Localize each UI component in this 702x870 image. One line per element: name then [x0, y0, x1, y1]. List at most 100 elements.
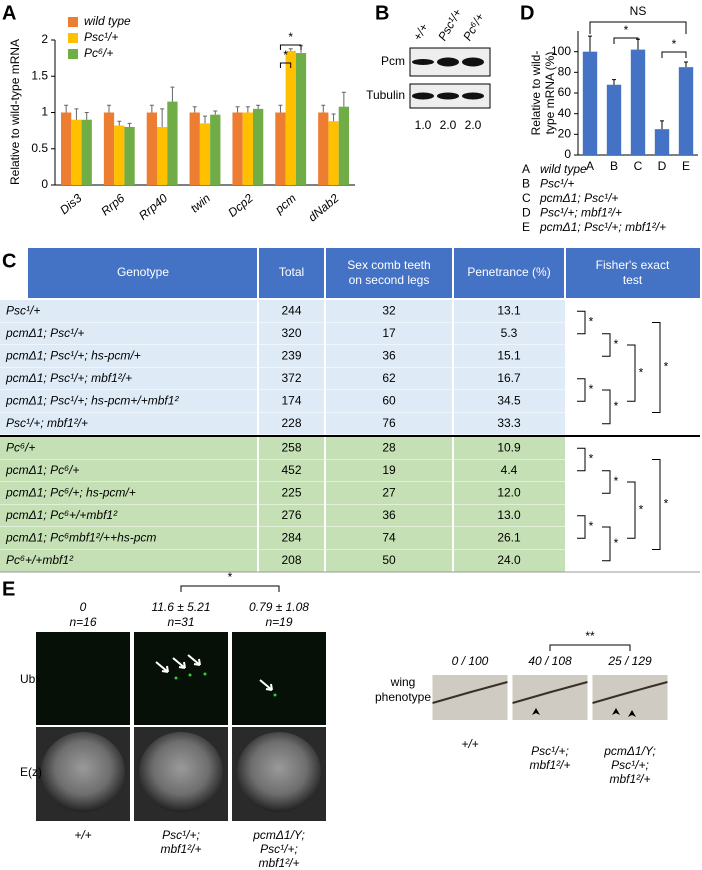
wing-margin: [592, 681, 668, 704]
row-bg: [0, 390, 565, 413]
bar: [157, 127, 168, 185]
error-bar: [192, 106, 197, 113]
ratio: 2.0: [440, 118, 457, 132]
row-bg: [0, 322, 565, 345]
annotation: *: [288, 30, 293, 44]
table-cell: 24.0: [497, 553, 521, 567]
annotation: NS: [630, 4, 647, 18]
legend-swatch: [68, 33, 78, 43]
table-cell: 208: [281, 553, 301, 567]
stat: 0: [80, 600, 87, 614]
key-letter: D: [522, 206, 531, 220]
x-tick-label: C: [634, 159, 643, 173]
fisher-bracket: [602, 526, 611, 562]
bar: [124, 127, 135, 185]
bar: [606, 84, 622, 155]
bracket: [589, 21, 687, 34]
fisher-mark: *: [614, 474, 619, 488]
genotype: Psc¹/+;: [531, 744, 569, 758]
fisher-bracket: [627, 344, 636, 402]
band: [412, 59, 434, 65]
ubx-image: [36, 632, 130, 725]
y-axis-title: type mRNA (%): [543, 52, 557, 135]
wing-image: [512, 675, 588, 720]
table-cell: 17: [382, 326, 396, 340]
fisher-mark: *: [614, 536, 619, 550]
arrow: [155, 661, 169, 673]
wing-margin: [432, 681, 508, 704]
genotype: Psc¹/+;: [260, 842, 298, 856]
key-label: wild type: [540, 162, 587, 176]
band: [462, 57, 484, 67]
table-cell: 239: [281, 348, 301, 362]
lane-label: Psc¹/+: [435, 6, 464, 43]
error-bar: [160, 108, 165, 127]
genotype: mbf1²/+: [258, 856, 299, 870]
bar: [582, 51, 598, 155]
table-cell: 276: [281, 508, 301, 522]
legend-label: Pc⁶/+: [84, 46, 113, 60]
genotype: pcmΔ1; Pc⁶mbf1²/++hs-pcm: [5, 530, 156, 544]
ratio: 2.0: [465, 118, 482, 132]
table-cell: 258: [281, 440, 301, 454]
bar: [167, 101, 178, 185]
fisher-mark: *: [639, 365, 644, 379]
genotype: pcmΔ1; Pc⁶+/+mbf1²: [5, 508, 118, 522]
y-tick-label: 20: [558, 127, 572, 141]
wing-margin: [512, 681, 588, 704]
fisher-mark: *: [664, 497, 669, 511]
table-cell: 74: [382, 530, 396, 544]
fisher-bracket: [577, 515, 586, 539]
ubx-image: [134, 632, 228, 725]
fisher-bracket: [577, 310, 586, 335]
error-bar: [84, 112, 89, 120]
x-tick-label: Dcp2: [225, 191, 256, 220]
genotype: Pc⁶/+: [6, 440, 35, 454]
fisher-bracket: [602, 333, 611, 357]
table-cell: 28: [382, 440, 396, 454]
arrowhead: [532, 708, 540, 715]
legend-label: wild type: [84, 14, 131, 28]
row-label: E(z): [20, 765, 42, 779]
error-bar: [107, 104, 111, 113]
y-tick-label: 0.5: [31, 141, 48, 155]
row-bg: [0, 437, 565, 460]
stat: 0.79 ± 1.08: [249, 600, 309, 614]
table-header: Penetrance (%): [467, 265, 550, 279]
row-bg: [0, 412, 565, 435]
arrowhead: [628, 710, 636, 717]
fisher-mark: *: [664, 360, 669, 374]
wing-disc: [41, 732, 125, 812]
y-tick-label: 2: [41, 32, 48, 46]
significance: *: [228, 570, 233, 584]
bar: [678, 67, 694, 155]
error-bar: [245, 106, 250, 113]
table-cell: 36: [382, 348, 396, 362]
bar: [338, 106, 349, 185]
table-cell: 76: [382, 416, 396, 430]
table-cell: 10.9: [497, 440, 521, 454]
genotype: pcmΔ1; Psc¹/+: [5, 326, 84, 340]
error-bar: [321, 104, 326, 113]
bracket: [279, 62, 292, 68]
band: [437, 57, 459, 67]
x-tick-label: E: [682, 159, 690, 173]
table-header: Sex comb teeth on second legs: [347, 258, 430, 287]
table-cell: 15.1: [497, 348, 521, 362]
table-cell: 33.3: [497, 416, 521, 430]
fisher-mark: *: [589, 315, 594, 329]
y-tick-label: 80: [558, 65, 572, 79]
bracket: [180, 585, 280, 592]
x-tick-label: dNab2: [305, 191, 341, 225]
table-cell: 4.4: [501, 463, 518, 477]
error-bar: [149, 104, 154, 113]
panel-label: E: [2, 578, 15, 600]
table-cell: 19: [382, 463, 396, 477]
error-bar: [170, 86, 175, 102]
stat: 11.6 ± 5.21: [151, 600, 210, 614]
genotype: Pc⁶+/+mbf1²: [6, 553, 74, 567]
genotype: pcmΔ1/Y;: [252, 828, 305, 842]
y-tick-label: 60: [558, 85, 572, 99]
row-bg: [0, 367, 565, 390]
